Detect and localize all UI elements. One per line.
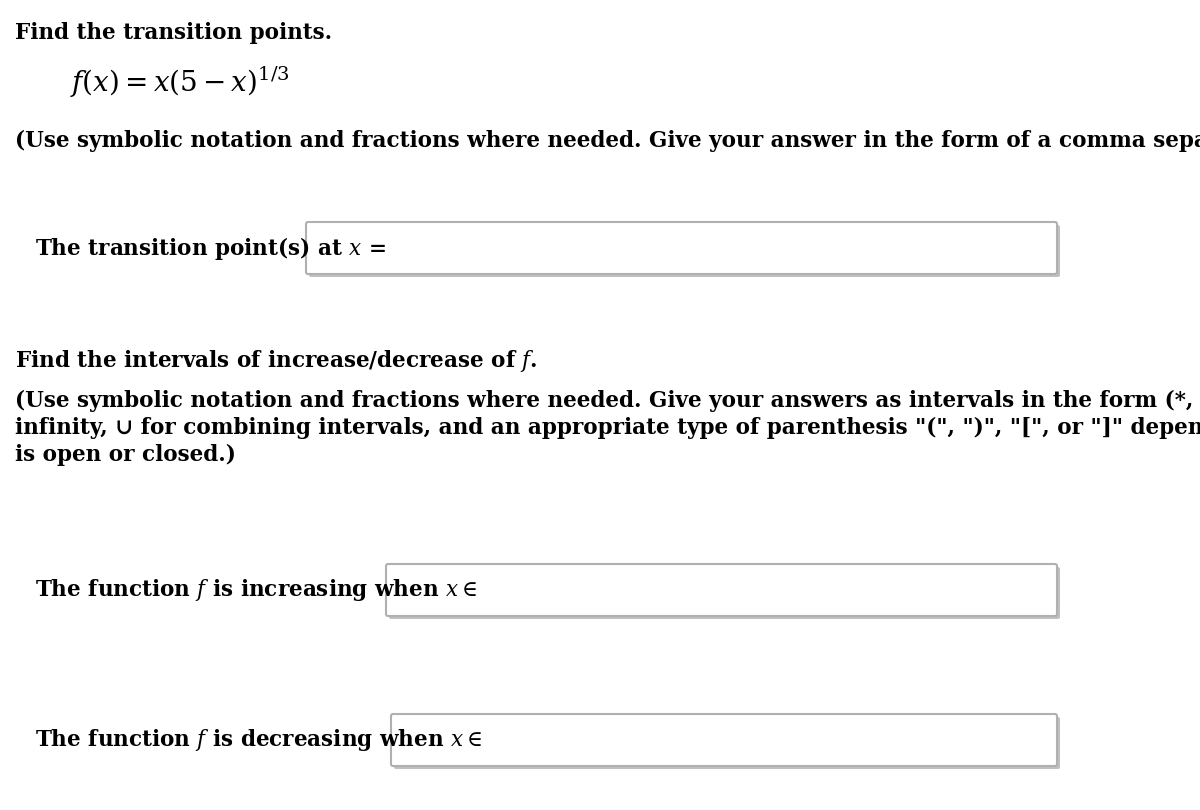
Text: The function $f$ is increasing when $x \in$: The function $f$ is increasing when $x \… [35,577,478,603]
Text: The function $f$ is decreasing when $x \in$: The function $f$ is decreasing when $x \… [35,727,482,753]
Text: (Use symbolic notation and fractions where needed. Give your answers as interval: (Use symbolic notation and fractions whe… [14,390,1200,412]
FancyBboxPatch shape [310,225,1060,277]
Text: (Use symbolic notation and fractions where needed. Give your answer in the form : (Use symbolic notation and fractions whe… [14,130,1200,152]
Text: Find the intervals of increase/decrease of $f$.: Find the intervals of increase/decrease … [14,348,538,374]
FancyBboxPatch shape [386,564,1057,616]
Text: Find the transition points.: Find the transition points. [14,22,332,44]
FancyBboxPatch shape [389,567,1060,619]
Text: $f(x) = x(5 - x)^{1/3}$: $f(x) = x(5 - x)^{1/3}$ [70,65,289,100]
FancyBboxPatch shape [306,222,1057,274]
Text: infinity, ∪ for combining intervals, and an appropriate type of parenthesis "(",: infinity, ∪ for combining intervals, and… [14,417,1200,439]
FancyBboxPatch shape [391,714,1057,766]
FancyBboxPatch shape [394,717,1060,769]
Text: is open or closed.): is open or closed.) [14,444,236,466]
Text: The transition point(s) at $x$ =: The transition point(s) at $x$ = [35,235,386,262]
